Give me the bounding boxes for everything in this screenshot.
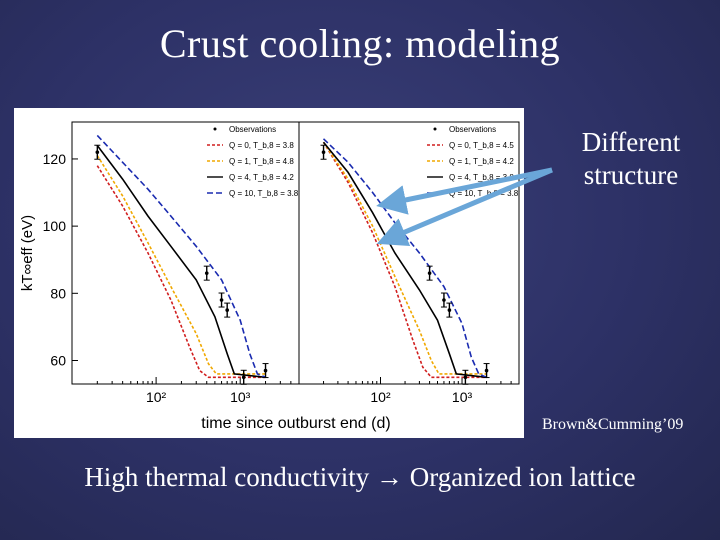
- citation-credit: Brown&Cumming’09: [542, 416, 684, 433]
- observation-point: [484, 368, 489, 373]
- slide-title: Crust cooling: modeling: [159, 21, 561, 66]
- y-tick-label: 120: [43, 151, 67, 167]
- observation-point: [225, 308, 229, 312]
- observation-point: [442, 298, 446, 302]
- x-tick-label: 10³: [230, 389, 251, 405]
- legend-label: Q = 1, T_b,8 = 4.2: [449, 157, 514, 166]
- series-line-1: [96, 165, 266, 379]
- footer-left: High thermal conductivity: [84, 462, 370, 492]
- observation-point: [263, 368, 268, 373]
- cooling-curves-figure: 60 80 100 120 10² 10³ Observations Q = 0, T_b,8…: [19, 121, 520, 432]
- series-line-3: [322, 141, 487, 379]
- legend-label: Q = 10, T_b,8 = 3.8: [229, 189, 299, 198]
- footer-right: Organized ion lattice: [409, 462, 636, 492]
- legend-label: Q = 0, T_b,8 = 4.5: [449, 141, 514, 150]
- legend-label: Observations: [229, 125, 276, 134]
- y-tick-label: 60: [50, 352, 66, 368]
- legend-label: Observations: [449, 125, 496, 134]
- series-line-2: [96, 155, 266, 375]
- observation-point: [204, 271, 209, 275]
- x-tick-label: 10³: [452, 389, 473, 405]
- series-line-4: [96, 134, 266, 379]
- legend-label: Q = 1, T_b,8 = 4.8: [229, 157, 294, 166]
- x-axis-label: time since outburst end (d): [201, 415, 390, 432]
- legend-label: Q = 0, T_b,8 = 3.8: [229, 141, 294, 150]
- arrow-icon: →: [376, 462, 403, 492]
- chart-panel-left: 60 80 100 120 10² 10³ Observations Q = 0, T_b,8…: [19, 121, 300, 405]
- legend-marker: [433, 127, 437, 131]
- series-line-3: [96, 145, 266, 379]
- x-tick-label: 10²: [146, 389, 167, 405]
- legend-marker: [213, 127, 217, 131]
- observation-point: [241, 375, 246, 380]
- legend-label: Q = 10, T_b,8 = 3.8: [449, 189, 519, 198]
- series-line-1: [322, 141, 487, 379]
- legend-label: Q = 4, T_b,8 = 3.8: [449, 173, 514, 182]
- chart-panel-right: 10² 10³ Observations Q = 0, T_b,8 = 4.5 Q = …: [298, 121, 520, 405]
- figure-panel: 60 80 100 120 10² 10³ Observations Q = 0, T_b,8…: [14, 108, 524, 438]
- footer-text: High thermal conductivity → Organized io…: [0, 462, 720, 493]
- annotation-text: Different structure: [556, 126, 706, 192]
- observation-point: [427, 271, 432, 275]
- y-tick-label: 80: [50, 285, 66, 301]
- y-axis-label: kT∞eff (eV): [19, 215, 36, 291]
- series-line-2: [322, 141, 487, 375]
- observation-point: [321, 150, 326, 155]
- observation-point: [95, 150, 100, 155]
- x-tick-label: 10²: [370, 389, 391, 405]
- plot-frame: [298, 121, 520, 385]
- observation-point: [463, 375, 468, 380]
- y-tick-label: 100: [43, 218, 67, 234]
- annotation-line-2: structure: [583, 160, 679, 190]
- observation-point: [447, 308, 452, 312]
- observation-point: [219, 298, 224, 302]
- annotation-line-1: Different: [581, 127, 681, 157]
- legend-label: Q = 4, T_b,8 = 4.2: [229, 173, 294, 182]
